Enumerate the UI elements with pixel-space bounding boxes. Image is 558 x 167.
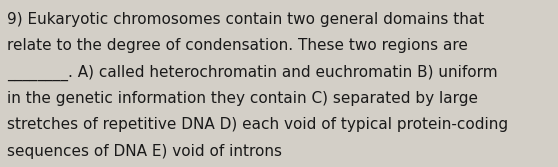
Text: ________. A) called heterochromatin and euchromatin B) uniform: ________. A) called heterochromatin and … (7, 64, 497, 81)
Text: stretches of repetitive DNA D) each void of typical protein-coding: stretches of repetitive DNA D) each void… (7, 117, 508, 132)
Text: 9) Eukaryotic chromosomes contain two general domains that: 9) Eukaryotic chromosomes contain two ge… (7, 12, 484, 27)
Text: relate to the degree of condensation. These two regions are: relate to the degree of condensation. Th… (7, 38, 468, 53)
Text: sequences of DNA E) void of introns: sequences of DNA E) void of introns (7, 144, 282, 159)
Text: in the genetic information they contain C) separated by large: in the genetic information they contain … (7, 91, 478, 106)
